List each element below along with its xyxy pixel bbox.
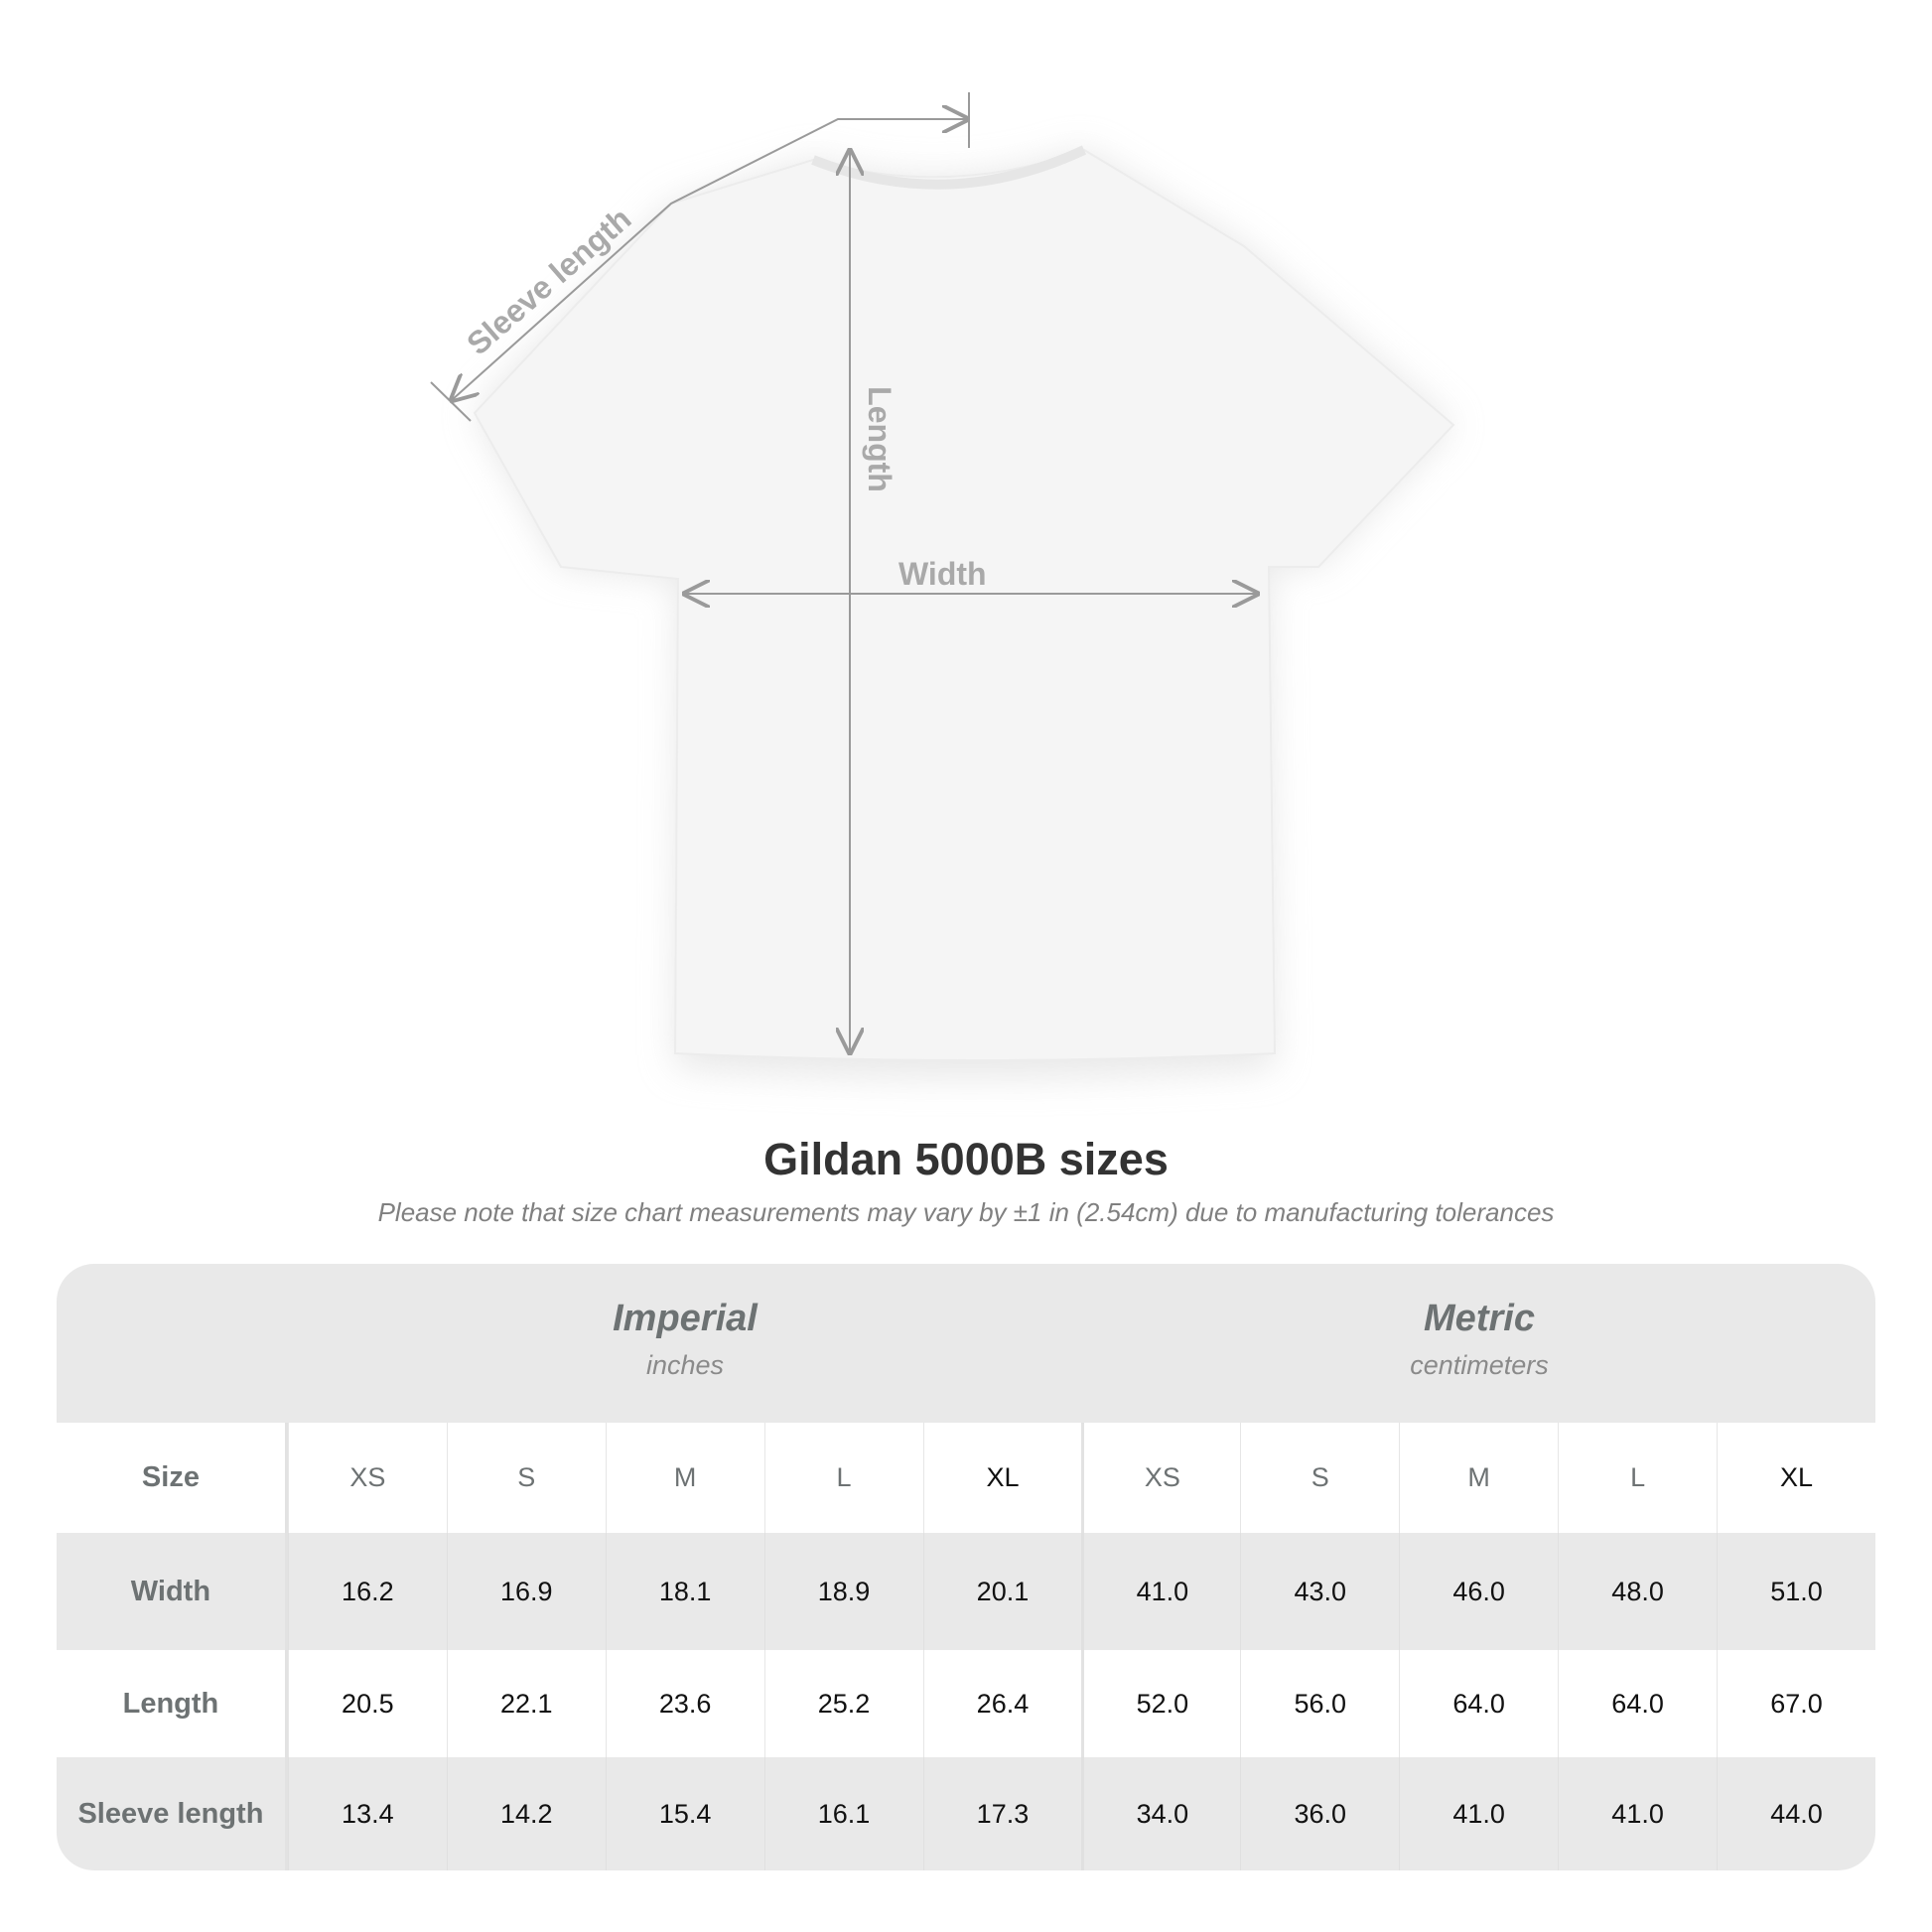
- tshirt-shape: [473, 148, 1455, 1061]
- table-cell: 43.0: [1240, 1533, 1399, 1650]
- table-cell: 23.6: [605, 1650, 764, 1757]
- size-table: Imperial inches Metric centimeters Size X…: [57, 1264, 1875, 1870]
- table-cell: 44.0: [1717, 1757, 1875, 1870]
- table-cell: 34.0: [1081, 1757, 1240, 1870]
- row-label: Length: [57, 1650, 288, 1757]
- table-cell: 48.0: [1558, 1533, 1717, 1650]
- size-header-cell: XL: [922, 1423, 1082, 1533]
- table-cell: 46.0: [1399, 1533, 1558, 1650]
- size-header-cell: XL: [1717, 1423, 1875, 1533]
- group-title: Metric: [1424, 1298, 1535, 1339]
- table-cell: 25.2: [763, 1650, 923, 1757]
- table-cell: 67.0: [1717, 1650, 1875, 1757]
- group-unit: centimeters: [1410, 1350, 1549, 1380]
- table-cell: 20.5: [287, 1650, 447, 1757]
- table-cell: 15.4: [605, 1757, 764, 1870]
- table-cell: 14.2: [446, 1757, 606, 1870]
- size-header-cell: S: [446, 1423, 606, 1533]
- size-header-cell: XS: [287, 1423, 447, 1533]
- table-cell: 26.4: [922, 1650, 1082, 1757]
- table-cell: 64.0: [1558, 1650, 1717, 1757]
- size-header-cell: M: [605, 1423, 764, 1533]
- table-row: Width 16.2 16.9 18.1 18.9 20.1 41.0 43.0 46.0 48.…: [57, 1533, 1875, 1650]
- row-label: Size: [57, 1423, 288, 1533]
- size-header-cell: XS: [1081, 1423, 1240, 1533]
- sleeve-line: [452, 119, 967, 400]
- row-label: Width: [57, 1533, 288, 1650]
- size-header-cell: L: [1558, 1423, 1717, 1533]
- table-cell: 20.1: [922, 1533, 1082, 1650]
- size-header-cell: M: [1399, 1423, 1558, 1533]
- table-cell: 51.0: [1717, 1533, 1875, 1650]
- table-cell: 18.9: [763, 1533, 923, 1650]
- table-cell: 41.0: [1081, 1533, 1240, 1650]
- metric-header: Metric centimeters: [1082, 1264, 1875, 1423]
- table-cell: 36.0: [1240, 1757, 1399, 1870]
- table-cell: 16.2: [287, 1533, 447, 1650]
- group-title: Imperial: [613, 1298, 758, 1339]
- length-label: Length: [861, 386, 897, 492]
- table-cell: 18.1: [605, 1533, 764, 1650]
- table-cell: 41.0: [1558, 1757, 1717, 1870]
- page-title: Gildan 5000B sizes: [763, 1134, 1169, 1184]
- size-header-row: Size XS S M L XL XS S M L XL: [57, 1423, 1875, 1533]
- table-cell: 56.0: [1240, 1650, 1399, 1757]
- table-row: Sleeve length 13.4 14.2 15.4 16.1 17.3 34.0 36.…: [57, 1757, 1875, 1870]
- table-cell: 17.3: [922, 1757, 1082, 1870]
- tolerance-note: Please note that size chart measurements…: [377, 1197, 1555, 1227]
- table-row: Length 20.5 22.1 23.6 25.2 26.4 52.0 56.0 64.0 64…: [57, 1650, 1875, 1757]
- width-label: Width: [898, 556, 987, 592]
- table-cell: 41.0: [1399, 1757, 1558, 1870]
- table-cell: 52.0: [1081, 1650, 1240, 1757]
- size-header-cell: L: [763, 1423, 923, 1533]
- table-cell: 16.9: [446, 1533, 606, 1650]
- size-header-cell: S: [1240, 1423, 1399, 1533]
- table-cell: 64.0: [1399, 1650, 1558, 1757]
- table-cell: 13.4: [287, 1757, 447, 1870]
- imperial-header: Imperial inches: [288, 1264, 1082, 1423]
- table-cell: 16.1: [763, 1757, 923, 1870]
- group-unit: inches: [645, 1350, 725, 1380]
- unit-header: [57, 1264, 1875, 1423]
- table-cell: 22.1: [446, 1650, 606, 1757]
- row-label: Sleeve length: [57, 1757, 288, 1870]
